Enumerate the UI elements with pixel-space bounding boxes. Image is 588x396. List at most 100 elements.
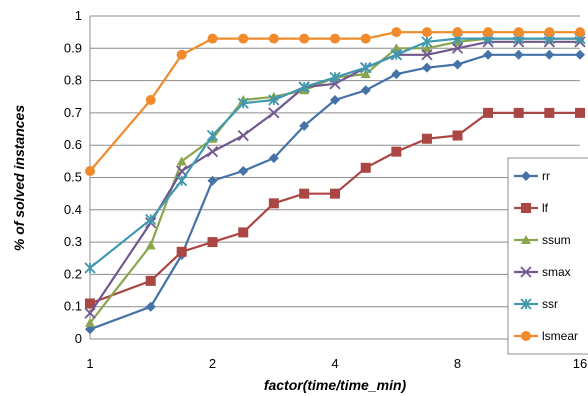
data-point xyxy=(238,166,249,177)
legend-box xyxy=(507,157,588,355)
data-point xyxy=(206,129,219,142)
series-line-lf xyxy=(89,111,580,305)
data-point xyxy=(268,198,279,209)
data-point xyxy=(390,49,402,61)
data-point xyxy=(237,129,249,142)
data-point xyxy=(206,146,219,158)
data-point xyxy=(513,27,524,38)
data-point xyxy=(145,94,156,105)
axes xyxy=(89,16,580,340)
y-tick-label: 0.1 xyxy=(64,299,82,314)
legend-item-rr: rr xyxy=(514,169,550,183)
legend-label: ssr xyxy=(542,297,558,311)
data-point xyxy=(207,237,218,248)
legend-label: smax xyxy=(542,265,571,279)
x-tick-label: 4 xyxy=(331,356,338,371)
data-point xyxy=(391,69,402,80)
data-point xyxy=(299,33,310,44)
data-point xyxy=(513,49,524,60)
data-point xyxy=(85,166,95,177)
x-tick-label: 8 xyxy=(454,356,461,371)
data-point xyxy=(145,213,157,226)
data-point xyxy=(299,188,310,199)
legend-marker xyxy=(521,235,531,244)
data-point xyxy=(483,49,494,60)
legend-item-smax: smax xyxy=(514,265,571,279)
data-point xyxy=(268,153,279,164)
tick-labels: 0 0.1 0.2 0.3 0.4 0.5 0.6 0.7 0.8 0.9 1 1 2 4 8 16 xyxy=(64,8,587,371)
y-tick-label: 0.6 xyxy=(64,137,82,152)
data-point xyxy=(421,36,433,48)
legend-marker xyxy=(521,331,531,341)
data-point xyxy=(85,298,95,309)
y-tick-label: 0.8 xyxy=(64,73,82,88)
y-tick-label: 0.7 xyxy=(64,105,82,120)
data-point xyxy=(544,27,555,38)
series-lsmean xyxy=(85,27,585,177)
data-point xyxy=(238,227,249,238)
data-point xyxy=(176,246,187,257)
data-point xyxy=(421,62,432,73)
y-tick-label: 0 xyxy=(75,331,82,346)
data-point xyxy=(145,275,156,286)
data-point xyxy=(421,27,432,38)
data-point xyxy=(176,175,188,187)
legend-label: ssum xyxy=(542,233,571,247)
legend-marker xyxy=(521,203,531,213)
legend-item-ssum: ssum xyxy=(514,233,571,247)
data-point xyxy=(360,162,371,173)
data-point xyxy=(483,107,494,118)
data-point xyxy=(176,156,187,166)
data-point xyxy=(84,262,96,274)
x-axis-title: factor(time/time_min) xyxy=(264,377,407,393)
series-line-ssr xyxy=(89,37,580,269)
data-point xyxy=(575,107,585,118)
data-point xyxy=(575,27,585,38)
x-tick-label: 16 xyxy=(573,356,587,371)
data-point xyxy=(238,33,249,44)
data-point xyxy=(268,94,280,106)
legend-label: lsmear xyxy=(542,329,578,343)
data-point xyxy=(207,33,218,44)
data-point xyxy=(360,33,371,44)
data-point xyxy=(451,42,464,54)
y-tick-label: 0.5 xyxy=(64,170,82,185)
data-point xyxy=(330,33,340,44)
legend-item-lsmean: lsmear xyxy=(514,329,578,343)
legend-label: lf xyxy=(542,201,549,215)
data-point xyxy=(391,27,402,38)
data-point xyxy=(513,107,524,118)
series-line-smax xyxy=(89,40,580,314)
legend-item-lf: lf xyxy=(514,201,549,215)
y-tick-label: 1 xyxy=(75,8,82,23)
data-point xyxy=(575,49,585,60)
data-point xyxy=(360,62,372,74)
data-point xyxy=(330,188,340,199)
series-line-rr xyxy=(89,53,580,331)
data-point xyxy=(176,49,187,60)
data-point xyxy=(207,175,218,186)
legend-item-ssr: ssr xyxy=(514,297,558,311)
grid-lines xyxy=(90,15,580,308)
y-tick-label: 0.3 xyxy=(64,234,82,249)
data-point xyxy=(452,27,463,38)
legend-marker xyxy=(521,171,531,181)
data-point xyxy=(145,240,156,250)
series-lf xyxy=(85,107,585,309)
data-point xyxy=(421,49,433,61)
data-point xyxy=(329,71,341,84)
series-ssr xyxy=(84,32,586,274)
data-point xyxy=(452,59,463,70)
y-axis-title: % of solved instances xyxy=(11,105,27,251)
series-line-lsmean xyxy=(89,31,580,172)
data-point xyxy=(85,317,95,327)
legend-marker xyxy=(520,266,532,278)
data-point xyxy=(298,81,310,93)
legend-label: rr xyxy=(542,169,550,183)
y-tick-label: 0.2 xyxy=(64,266,82,281)
y-tick-label: 0.9 xyxy=(64,40,82,55)
data-point xyxy=(544,107,555,118)
data-point xyxy=(237,97,249,109)
data-point xyxy=(421,43,432,53)
